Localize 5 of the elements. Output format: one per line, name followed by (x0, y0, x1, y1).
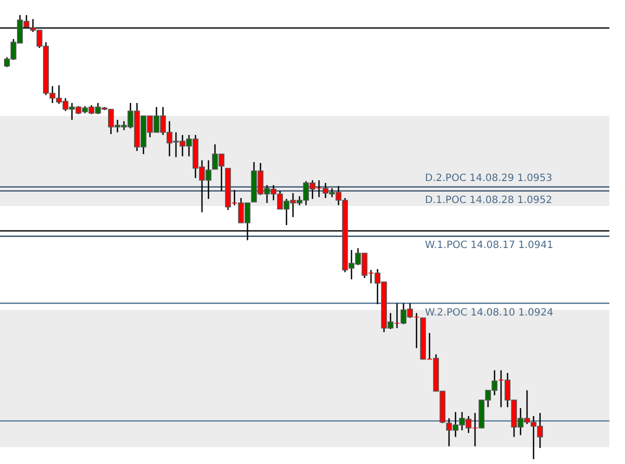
ref-line-label: D.1.POC 14.08.28 1.0952 (425, 194, 552, 206)
ref-line-label: W.2.POC 14.08.10 1.0924 (425, 307, 554, 318)
ref-line-label: W.1.POC 14.08.17 1.0941 (425, 240, 554, 252)
candlestick (394, 302, 400, 329)
ref-line-label: D.2.POC 14.08.29 1.0953 (425, 172, 552, 184)
